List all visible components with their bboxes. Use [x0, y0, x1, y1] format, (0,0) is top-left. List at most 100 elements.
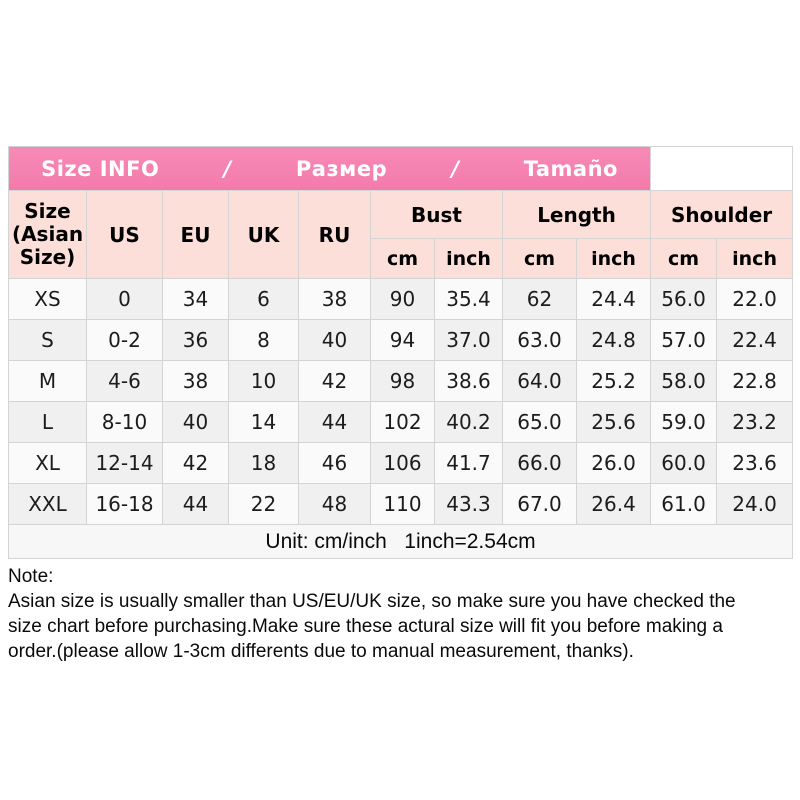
- value-cell: 58.0: [650, 360, 718, 402]
- note-line: order.(please allow 1-3cm differents due…: [8, 641, 634, 662]
- value-cell: 40: [162, 401, 229, 443]
- value-cell: 40: [298, 319, 371, 361]
- unit-row: Unit: cm/inch 1inch=2.54cm: [7, 524, 794, 559]
- table-row: S 0-2 36 8 40 94 37.0 63.0 24.8 57.0 22.4: [8, 319, 794, 361]
- band-text-ru: Размер: [295, 156, 388, 181]
- size-cell: XL: [8, 442, 87, 484]
- value-cell: 65.0: [502, 401, 577, 443]
- unit-note: Unit: cm/inch 1inch=2.54cm: [7, 524, 794, 559]
- col-header-size: Size (Asian Size): [8, 190, 87, 279]
- value-cell: 38: [298, 278, 371, 320]
- value-cell: 35.4: [434, 278, 503, 320]
- value-cell: 22: [228, 483, 299, 525]
- value-cell: 14: [228, 401, 299, 443]
- value-cell: 59.0: [650, 401, 718, 443]
- value-cell: 98: [370, 360, 435, 402]
- table-row: XS 0 34 6 38 90 35.4 62 24.4 56.0 22.0: [8, 278, 794, 320]
- col-header-us: US: [86, 190, 163, 279]
- value-cell: 25.2: [575, 360, 652, 402]
- title-band: Size INFO / Размер / Tamaño: [7, 146, 652, 191]
- value-cell: 23.2: [716, 401, 794, 443]
- value-cell: 110: [370, 483, 435, 525]
- value-cell: 61.0: [650, 483, 718, 525]
- value-cell: 40.2: [434, 401, 503, 443]
- value-cell: 16-18: [86, 483, 163, 525]
- value-cell: 26.0: [575, 442, 652, 484]
- value-cell: 60.0: [650, 442, 718, 484]
- note-title: Note:: [8, 566, 54, 587]
- value-cell: 42: [298, 360, 371, 402]
- value-cell: 48: [298, 483, 371, 525]
- value-cell: 10: [228, 360, 299, 402]
- value-cell: 56.0: [650, 278, 718, 320]
- value-cell: 64.0: [502, 360, 577, 402]
- size-table-body: XS 0 34 6 38 90 35.4 62 24.4 56.0 22.0 S 0-2 36 8 40 94 3…: [8, 278, 794, 525]
- col-header-bust: Bust: [370, 190, 503, 239]
- value-cell: 12-14: [86, 442, 163, 484]
- band-separator: /: [223, 156, 232, 181]
- value-cell: 66.0: [502, 442, 577, 484]
- value-cell: 102: [370, 401, 435, 443]
- size-cell: S: [8, 319, 87, 361]
- table-row: L 8-10 40 14 44 102 40.2 65.0 25.6 59.0 23.2: [8, 401, 794, 443]
- value-cell: 46: [298, 442, 371, 484]
- col-header-length: Length: [501, 190, 652, 239]
- value-cell: 25.6: [575, 401, 652, 443]
- value-cell: 90: [370, 278, 435, 320]
- value-cell: 24.8: [575, 319, 652, 361]
- size-cell: XXL: [8, 483, 87, 525]
- value-cell: 18: [228, 442, 299, 484]
- header-row-units: cm inch cm inch cm inch: [9, 238, 794, 279]
- size-cell: M: [8, 360, 87, 402]
- value-cell: 67.0: [502, 483, 577, 525]
- value-cell: 44: [298, 401, 371, 443]
- band-empty-area: [650, 146, 794, 191]
- note-line: size chart before purchasing.Make sure t…: [8, 616, 723, 637]
- value-cell: 0-2: [86, 319, 163, 361]
- size-cell: L: [8, 401, 87, 443]
- band-text-en: Size INFO: [41, 156, 160, 181]
- value-cell: 42: [162, 442, 229, 484]
- subheader-length-inch: inch: [575, 238, 652, 279]
- table-row: M 4-6 38 10 42 98 38.6 64.0 25.2 58.0 22.8: [8, 360, 794, 402]
- value-cell: 106: [370, 442, 435, 484]
- band-separator: /: [451, 156, 460, 181]
- subheader-length-cm: cm: [502, 238, 577, 279]
- subheader-shoulder-cm: cm: [650, 238, 718, 279]
- value-cell: 34: [162, 278, 229, 320]
- value-cell: 4-6: [86, 360, 163, 402]
- value-cell: 62: [502, 278, 577, 320]
- title-band-row: Size INFO / Размер / Tamaño: [7, 146, 794, 191]
- value-cell: 0: [86, 278, 163, 320]
- table-row: XL 12-14 42 18 46 106 41.7 66.0 26.0 60.0 23.6: [8, 442, 794, 484]
- value-cell: 63.0: [502, 319, 577, 361]
- header-row-groups: Size (Asian Size) US EU UK RU Bust Lengt…: [8, 190, 794, 279]
- size-chart-table: Size INFO / Размер / Tamaño Size (Asian …: [7, 146, 794, 559]
- value-cell: 23.6: [716, 442, 794, 484]
- note-section: Note: Asian size is usually smaller than…: [8, 564, 798, 664]
- size-cell: XS: [8, 278, 87, 320]
- value-cell: 94: [370, 319, 435, 361]
- value-cell: 24.0: [716, 483, 794, 525]
- col-header-eu: EU: [162, 190, 229, 279]
- value-cell: 8-10: [86, 401, 163, 443]
- value-cell: 38: [162, 360, 229, 402]
- col-header-ru: RU: [298, 190, 371, 279]
- value-cell: 6: [228, 278, 299, 320]
- value-cell: 22.4: [716, 319, 794, 361]
- col-header-shoulder: Shoulder: [650, 190, 794, 239]
- value-cell: 22.8: [716, 360, 794, 402]
- value-cell: 43.3: [434, 483, 503, 525]
- value-cell: 57.0: [650, 319, 718, 361]
- value-cell: 26.4: [575, 483, 652, 525]
- subheader-bust-cm: cm: [370, 238, 435, 279]
- value-cell: 24.4: [575, 278, 652, 320]
- value-cell: 38.6: [434, 360, 503, 402]
- table-row: XXL 16-18 44 22 48 110 43.3 67.0 26.4 61.0 24.0: [8, 483, 794, 525]
- value-cell: 8: [228, 319, 299, 361]
- value-cell: 41.7: [434, 442, 503, 484]
- band-text-es: Tamaño: [523, 156, 618, 181]
- value-cell: 36: [162, 319, 229, 361]
- subheader-bust-inch: inch: [434, 238, 503, 279]
